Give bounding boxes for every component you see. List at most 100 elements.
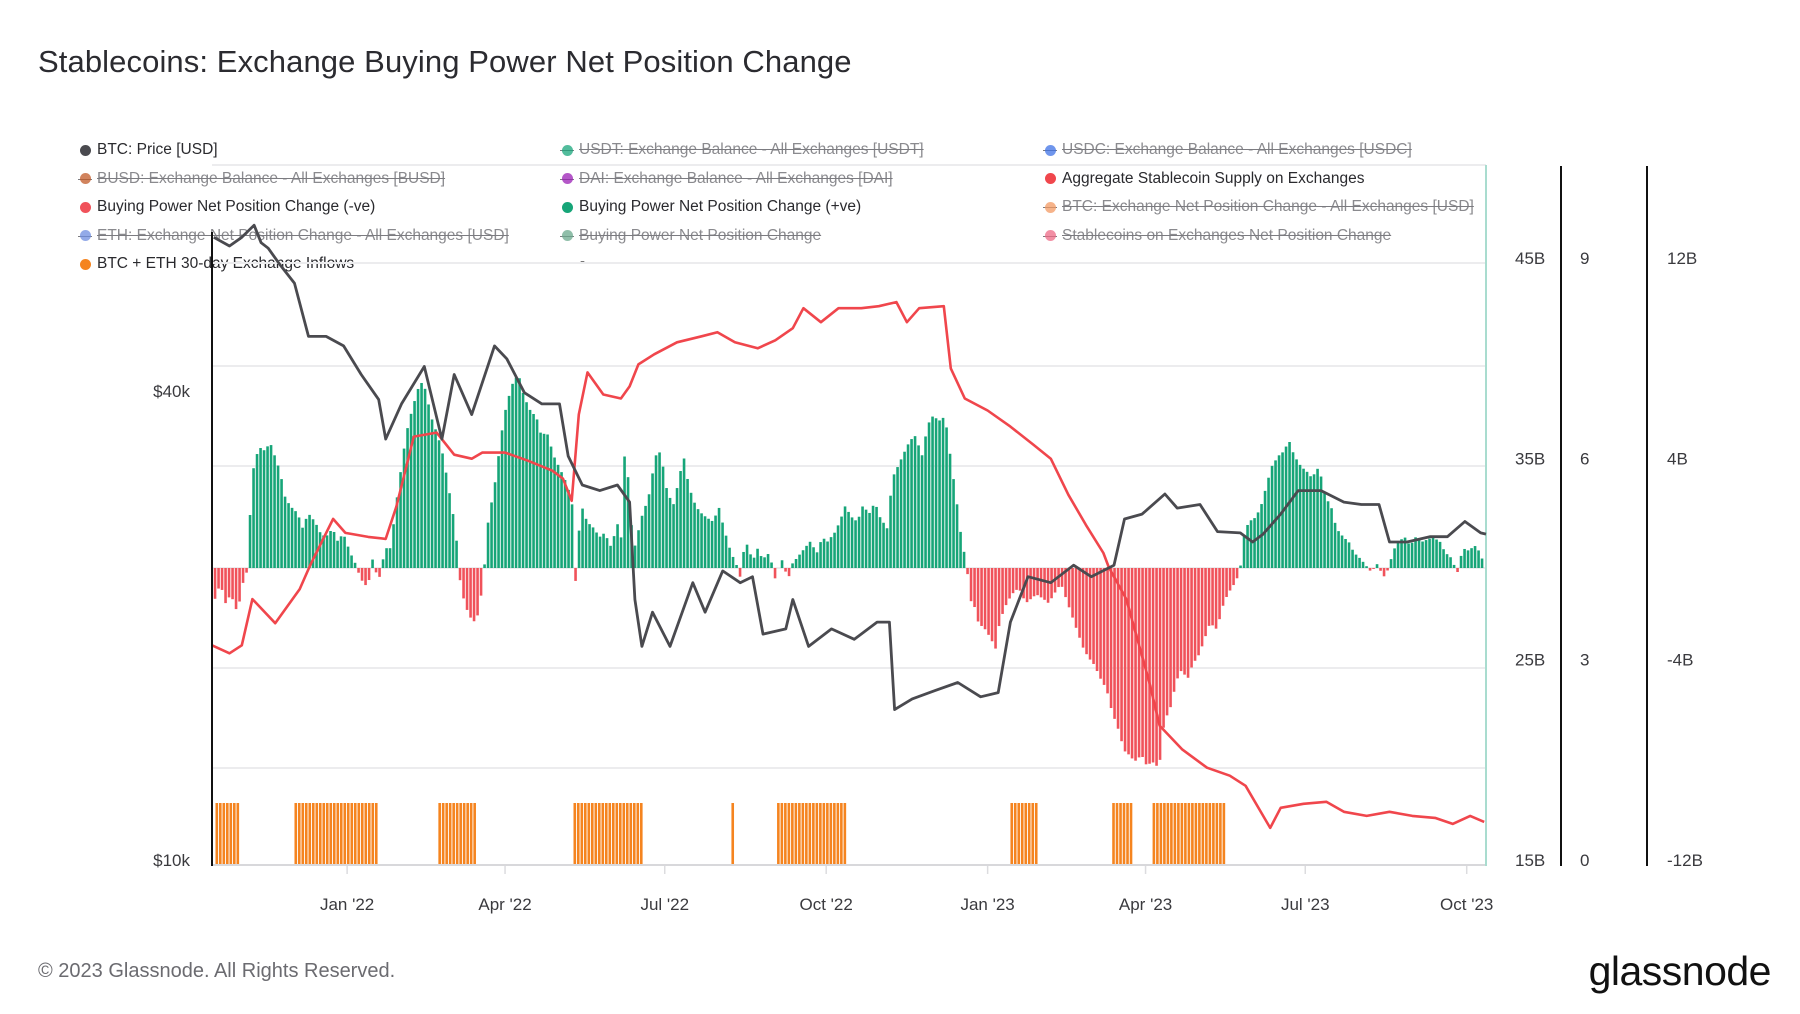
net-change-bar-positive xyxy=(1463,548,1466,568)
inflow-bar xyxy=(1219,803,1222,864)
inflow-bar xyxy=(318,803,322,864)
legend-item[interactable]: BTC: Exchange Net Position Change - All … xyxy=(1043,198,1474,216)
net-change-bar-positive xyxy=(1305,471,1309,568)
net-change-bar-negative xyxy=(234,568,238,610)
inflow-bar xyxy=(236,803,240,864)
net-change-bar-positive xyxy=(1316,468,1319,568)
inflow-bar xyxy=(815,803,819,864)
legend-item[interactable]: Buying Power Net Position Change (-ve) xyxy=(80,198,375,216)
net-change-bar-positive xyxy=(609,545,612,568)
net-change-bar-positive xyxy=(1277,455,1281,568)
net-change-bar-positive xyxy=(696,509,700,568)
net-change-bar-negative xyxy=(976,568,980,622)
price-tick-label: $10k xyxy=(153,851,190,870)
net-change-bar-negative xyxy=(1193,568,1197,661)
copyright-footer: © 2023 Glassnode. All Rights Reserved. xyxy=(38,960,396,982)
inflow-bar xyxy=(452,803,455,864)
net-change-bar-negative xyxy=(217,568,220,589)
net-change-bar-negative xyxy=(1067,568,1071,608)
net-change-bar-negative xyxy=(1046,568,1050,603)
net-change-bar-positive xyxy=(1431,537,1435,568)
inflow-bar xyxy=(1017,803,1021,864)
legend-item[interactable]: Buying Power Net Position Change xyxy=(559,227,821,245)
stablecoin-supply-line xyxy=(211,300,1485,830)
supply-tick-label: 45B xyxy=(1515,249,1545,268)
tick-labels: Jan '22 Apr '22 Jul '22 Oct '22 Jan '23 Apr '… xyxy=(153,249,1703,914)
net-change-bar-positive xyxy=(861,506,864,568)
net-change-bar-positive xyxy=(717,507,721,568)
legend-item[interactable]: ETH: Exchange Net Position Change - All … xyxy=(78,227,509,245)
net-change-bar-positive xyxy=(721,522,724,568)
legend-item[interactable]: BTC: Price [USD] xyxy=(80,141,218,159)
inflow-bar xyxy=(233,803,236,864)
inflow-bar xyxy=(1173,803,1177,864)
net-change-bar-negative xyxy=(983,568,987,630)
net-change-bar-negative xyxy=(245,568,248,573)
legend-item[interactable]: USDC: Exchange Balance - All Exchanges [… xyxy=(1043,141,1412,159)
net-change-bar-positive xyxy=(1435,539,1438,568)
legend-item[interactable]: Aggregate Stablecoin Supply on Exchanges xyxy=(1045,170,1364,188)
inflow-bar xyxy=(1198,803,1201,864)
net-change-bar-negative xyxy=(1172,568,1176,692)
net-change-bar-positive xyxy=(371,559,374,568)
net-change-bar-positive xyxy=(1270,465,1274,568)
net-change-bar-positive xyxy=(955,504,959,568)
net-change-bar-positive xyxy=(430,419,434,568)
net-change-bar-positive xyxy=(703,516,707,568)
net-change-bar-positive xyxy=(294,511,297,568)
inflow-bar xyxy=(325,803,329,864)
net-change-bar-positive xyxy=(941,417,945,568)
net-change-bar-positive xyxy=(857,516,861,568)
legend-label: Stablecoins on Exchanges Net Position Ch… xyxy=(1062,226,1392,244)
inflow-bar xyxy=(608,803,612,864)
net-change-bar-negative xyxy=(1092,568,1095,664)
inflow-bar xyxy=(808,803,812,864)
legend-item[interactable]: Stablecoins on Exchanges Net Position Ch… xyxy=(1042,226,1392,245)
net-change-bar-positive xyxy=(311,519,315,568)
net-change-bar-negative xyxy=(227,568,231,598)
net-change-bar-negative xyxy=(1074,568,1078,628)
net-change-bar-negative xyxy=(364,568,367,586)
net-change-bar-positive xyxy=(290,507,294,568)
net-change-bar-positive xyxy=(1449,557,1452,568)
legend-item[interactable]: BUSD: Exchange Balance - All Exchanges [… xyxy=(77,170,445,188)
net-change-bar-negative xyxy=(1004,568,1008,606)
legend-item[interactable]: Buying Power Net Position Change (+ve) xyxy=(562,198,861,216)
net-change-bar-positive xyxy=(850,517,854,568)
inflow-bar xyxy=(343,803,347,864)
inflow-bar xyxy=(777,803,780,864)
inflow-bar xyxy=(322,803,326,864)
net-change-bar-negative xyxy=(1162,568,1165,728)
net-change-bar-positive xyxy=(1358,557,1361,568)
inflow-bar xyxy=(1115,803,1119,864)
net-change-bar-positive xyxy=(766,554,770,568)
net-change-bar-positive xyxy=(637,530,640,568)
legend-item[interactable]: DAI: Exchange Balance - All Exchanges [D… xyxy=(560,170,893,188)
inflow-bar xyxy=(1119,803,1122,864)
net-change-bar-positive xyxy=(1249,520,1253,568)
legend-item[interactable]: USDT: Exchange Balance - All Exchanges [… xyxy=(560,141,924,159)
net-change-bar-negative xyxy=(1001,568,1004,614)
inflow-bar xyxy=(374,803,378,864)
net-change-bar-negative xyxy=(1120,568,1123,742)
net-change-bar-negative xyxy=(980,568,983,626)
legend-dot-icon xyxy=(80,201,91,213)
chart-title: Stablecoins: Exchange Buying Power Net P… xyxy=(38,44,852,79)
net-change-bar-positive xyxy=(1480,558,1484,568)
net-change-bar-positive xyxy=(287,503,290,568)
net-change-bar-negative xyxy=(1372,568,1375,569)
net-change-bar-positive xyxy=(486,522,490,568)
net-change-bar-positive xyxy=(745,544,749,568)
net-change-bar-positive xyxy=(560,472,563,568)
net-change-bar-positive xyxy=(742,551,745,568)
net-change-bar-positive xyxy=(493,482,497,568)
net-change-bar-negative xyxy=(987,568,990,635)
inflow-bar xyxy=(301,803,305,864)
net-change-bar-positive xyxy=(413,401,416,568)
net-change-bar-negative xyxy=(1155,568,1158,766)
inflow-bar xyxy=(445,803,448,864)
net-change-bar-positive xyxy=(906,444,910,568)
net-change-bar-positive xyxy=(269,445,273,568)
net-change-bar-negative xyxy=(1071,568,1074,618)
inflow-bar xyxy=(1170,803,1173,864)
